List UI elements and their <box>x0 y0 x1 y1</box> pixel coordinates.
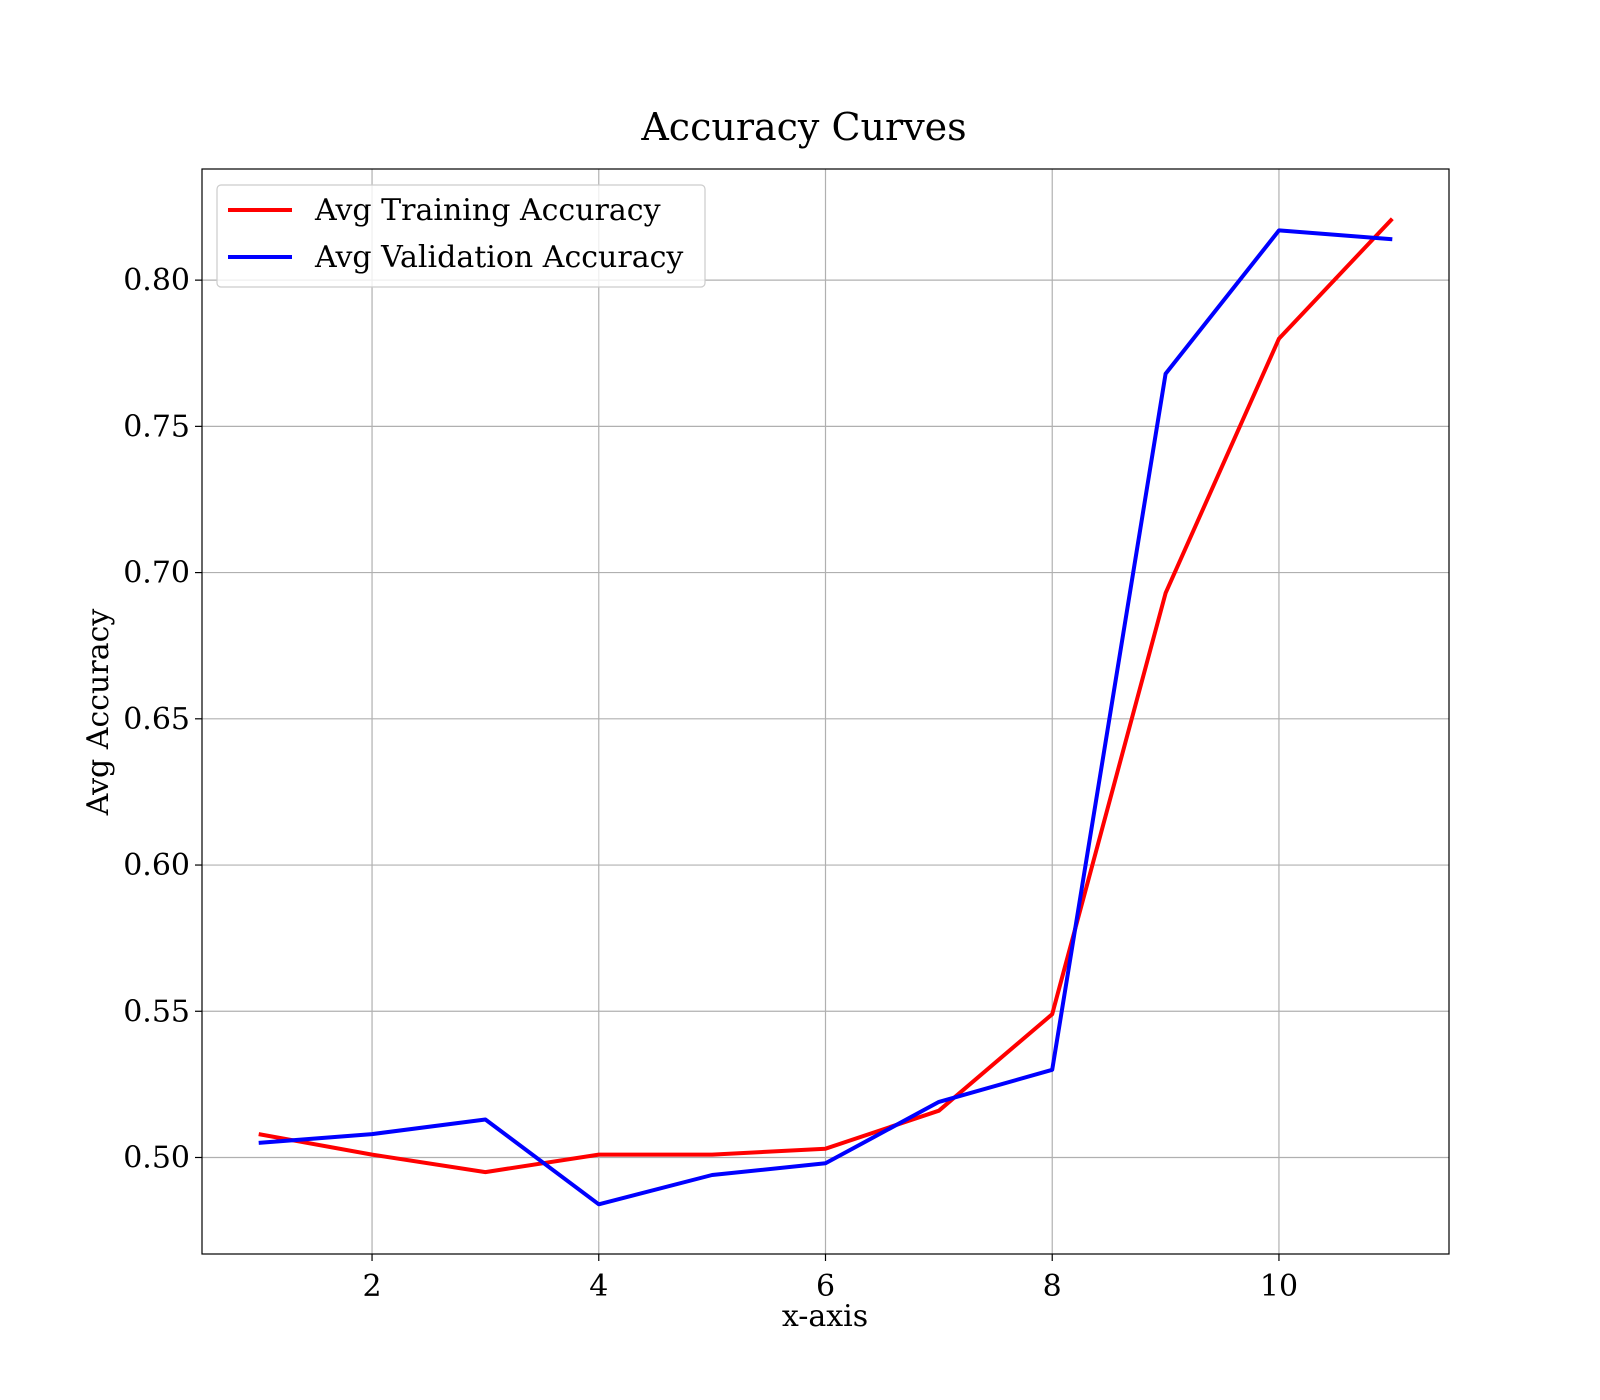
x-axis: 2 4 6 8 10 <box>362 1254 1298 1304</box>
x-tick-label: 6 <box>816 1269 835 1304</box>
legend-box <box>216 184 706 288</box>
x-tick-label: 4 <box>589 1269 608 1304</box>
legend-label: Avg Training Accuracy <box>314 193 661 228</box>
y-axis-label: Avg Accuracy <box>81 609 116 817</box>
y-tick-label: 0.80 <box>123 263 190 298</box>
y-axis: 0.50 0.55 0.60 0.65 0.70 0.75 0.80 <box>123 263 202 1175</box>
y-tick-label: 0.65 <box>123 702 190 737</box>
series-line-training <box>258 217 1394 1175</box>
series-line-validation <box>258 228 1393 1207</box>
series-group <box>258 217 1394 1207</box>
x-tick-label: 8 <box>1043 1269 1062 1304</box>
x-tick-label: 2 <box>362 1269 381 1304</box>
chart-title: Accuracy Curves <box>640 105 966 149</box>
grid <box>202 169 1449 1254</box>
x-tick-label: 10 <box>1260 1269 1298 1304</box>
y-tick-label: 0.75 <box>123 409 190 444</box>
legend-label: Avg Validation Accuracy <box>314 240 683 275</box>
x-axis-label: x-axis <box>782 1299 868 1334</box>
y-tick-label: 0.70 <box>123 556 190 591</box>
legend: Avg Training Accuracy Avg Validation Accu… <box>216 184 706 288</box>
y-tick-label: 0.50 <box>123 1140 190 1175</box>
y-tick-label: 0.60 <box>123 848 190 883</box>
y-tick-label: 0.55 <box>123 994 190 1029</box>
